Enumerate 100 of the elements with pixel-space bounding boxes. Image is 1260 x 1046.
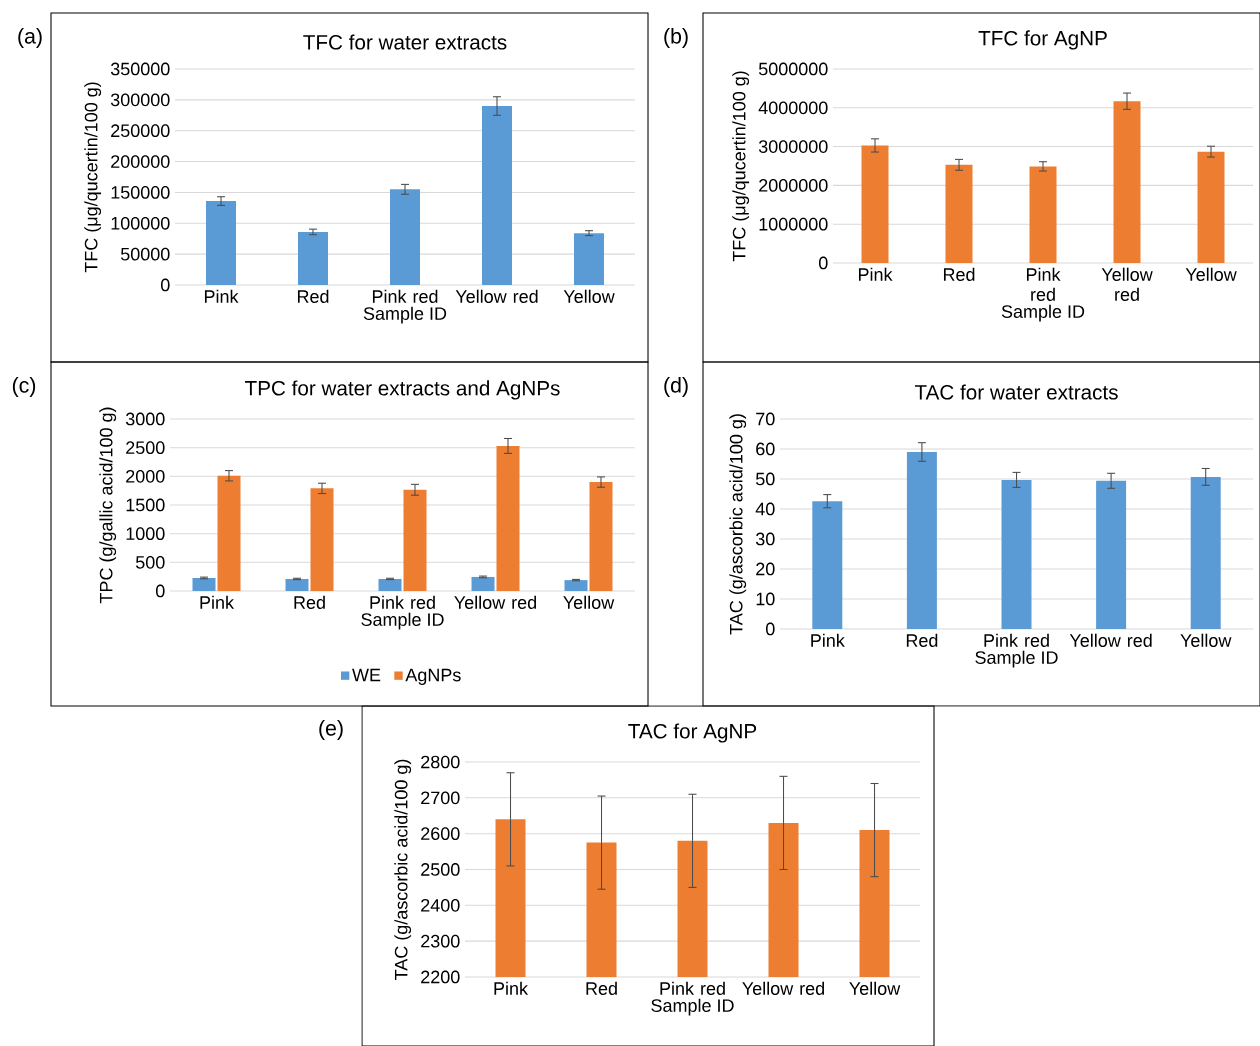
y-tick-label: 2000000 xyxy=(759,179,828,192)
y-tick-label: 2400 xyxy=(421,898,460,912)
bar xyxy=(906,452,937,629)
bar xyxy=(1197,151,1225,263)
bar xyxy=(1113,101,1141,263)
x-tick-label: Yellow xyxy=(1180,633,1232,647)
y-tick-label: 100000 xyxy=(111,216,170,230)
y-tick-label: 10 xyxy=(756,592,775,606)
y-axis-title: TAC (g/ascorbic acid/100 g) xyxy=(394,759,412,980)
bar xyxy=(298,231,328,285)
y-tick-label: 2500 xyxy=(126,441,165,455)
x-tick-label: Pink xyxy=(494,981,529,995)
y-tick-label: 60 xyxy=(756,442,775,456)
bar xyxy=(1029,166,1057,263)
y-tick-label: 70 xyxy=(756,412,775,426)
x-tick-label: Pink xyxy=(200,595,235,609)
chart-title: TFC for AgNP xyxy=(978,30,1107,50)
x-tick-label: Red xyxy=(586,981,617,995)
bar xyxy=(496,445,520,591)
text: (d) xyxy=(664,377,688,397)
y-tick-label: 0 xyxy=(766,622,775,636)
x-tick-label: Yellow red xyxy=(455,289,538,303)
bar xyxy=(310,488,334,591)
y-tick-label: 5000000 xyxy=(758,62,828,76)
bar xyxy=(192,577,216,591)
x-axis-title: Sample ID xyxy=(361,612,444,630)
legend-label: WE xyxy=(352,668,381,682)
y-tick-label: 2000 xyxy=(126,469,165,483)
bar xyxy=(812,501,843,629)
y-tick-label: 1500 xyxy=(126,498,165,512)
bar xyxy=(378,578,402,591)
x-tick-label: Yellow red xyxy=(742,981,825,995)
y-tick-label: 20 xyxy=(756,562,775,576)
y-tick-label: 2500 xyxy=(421,863,460,876)
bar xyxy=(1096,480,1127,629)
bar xyxy=(945,164,973,263)
y-tick-label: 300000 xyxy=(110,93,170,107)
text: (e) xyxy=(319,720,343,740)
y-tick-label: 2700 xyxy=(421,791,460,805)
chart-title: TPC for water extracts and AgNPs xyxy=(245,380,560,400)
x-tick-label: Pink red xyxy=(370,595,435,609)
y-axis-title: TFC (μg/qucertin/100 g) xyxy=(84,82,102,273)
y-tick-label: 0 xyxy=(155,584,165,598)
y-tick-label: 500 xyxy=(135,555,165,569)
y-tick-label: 0 xyxy=(160,278,170,292)
x-tick-label: Pink xyxy=(204,289,239,303)
y-tick-label: 1000000 xyxy=(759,217,828,231)
x-tick-label: Pink red xyxy=(372,289,438,303)
x-tick-label: Pink red xyxy=(660,981,725,995)
y-tick-label: 3000 xyxy=(125,412,165,426)
x-tick-label: Yellow xyxy=(849,981,901,995)
y-tick-label: 0 xyxy=(819,256,828,270)
bar xyxy=(564,580,588,591)
x-tick-label: Red xyxy=(294,595,325,609)
x-tick-label: Yellow red xyxy=(1069,633,1152,647)
x-axis-title: Sample ID xyxy=(975,650,1058,668)
y-tick-label: 40 xyxy=(755,502,775,516)
y-tick-label: 2200 xyxy=(421,970,460,984)
y-tick-label: 350000 xyxy=(110,62,170,76)
bar xyxy=(390,189,420,285)
y-tick-label: 50000 xyxy=(120,247,170,261)
x-tick-label: Yellow xyxy=(563,289,615,303)
x-tick-label: Yellow red xyxy=(454,595,536,609)
text: (a) xyxy=(18,28,42,48)
bar xyxy=(589,482,613,591)
x-tick-label: Pink xyxy=(811,633,845,647)
text: (b) xyxy=(664,28,688,48)
x-tick-label: Red xyxy=(943,267,975,281)
x-tick-label: Red xyxy=(906,633,938,647)
bar xyxy=(1001,479,1032,629)
y-tick-label: 150000 xyxy=(111,186,170,199)
bar xyxy=(471,576,495,591)
y-tick-label: 200000 xyxy=(111,155,170,168)
chart-title: TAC for AgNP xyxy=(628,723,757,743)
bar xyxy=(285,578,309,591)
y-tick-label: 4000000 xyxy=(758,101,828,115)
bar xyxy=(861,145,889,263)
x-axis-title: Sample ID xyxy=(363,306,447,324)
y-axis-title: TAC (g/ascorbic acid/100 g) xyxy=(729,414,747,635)
x-axis-title: Sample ID xyxy=(651,998,734,1016)
y-tick-label: 1000 xyxy=(126,527,165,541)
y-tick-label: 3000000 xyxy=(758,140,828,153)
chart-title: TAC for water extracts xyxy=(914,384,1118,400)
bar xyxy=(1190,476,1221,629)
y-tick-label: 2300 xyxy=(421,934,460,948)
text: (c) xyxy=(12,377,36,397)
y-tick-label: 2600 xyxy=(421,827,460,841)
y-tick-label: 50 xyxy=(755,472,775,486)
bar xyxy=(482,106,512,285)
y-tick-label: 30 xyxy=(755,532,775,546)
y-tick-label: 2800 xyxy=(421,755,460,769)
x-tick-label: Yellow red xyxy=(1101,267,1153,301)
x-tick-label: Pink red xyxy=(1026,267,1061,301)
x-tick-label: Red xyxy=(297,289,329,303)
x-axis-title: Sample ID xyxy=(1001,304,1085,322)
bar xyxy=(403,489,427,591)
y-axis-title: TPC (g/gallic acid/100 g) xyxy=(99,407,117,604)
bar xyxy=(217,475,241,591)
bar xyxy=(574,233,604,285)
x-tick-label: Yellow xyxy=(1185,267,1237,281)
